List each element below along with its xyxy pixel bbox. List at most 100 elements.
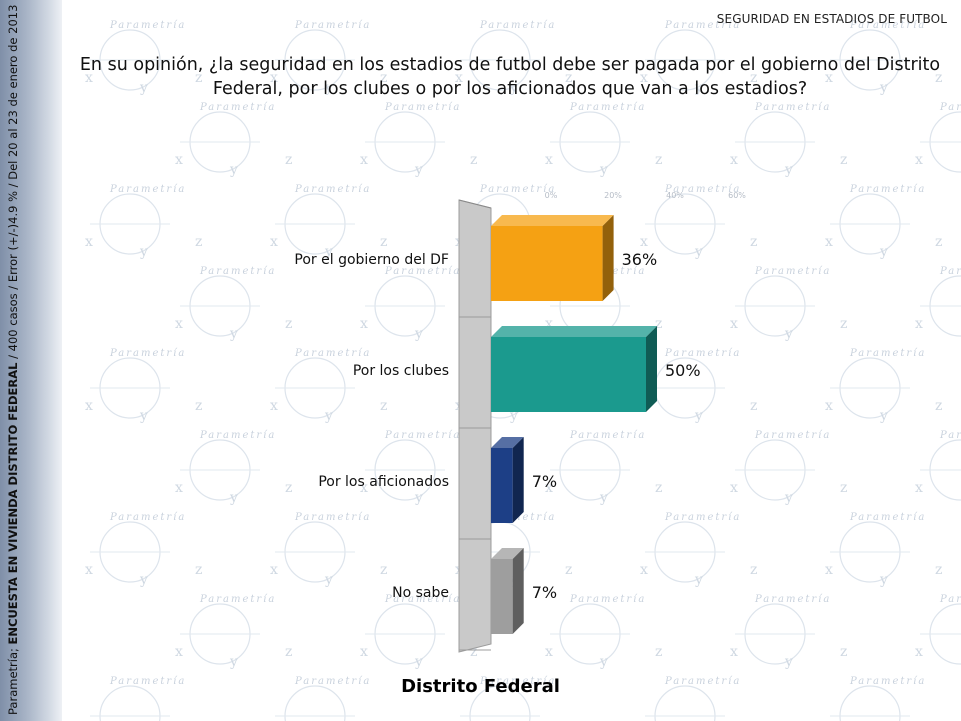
watermark-brand: Parametría (569, 102, 646, 113)
watermark-letter: z (750, 562, 757, 578)
watermark-letter: y (414, 654, 423, 670)
watermark-letter: x (730, 152, 738, 168)
watermark-letter: z (380, 398, 387, 414)
watermark-letter: y (599, 490, 608, 506)
watermark-letter: y (139, 80, 148, 96)
watermark-letter: z (565, 562, 572, 578)
watermark-letter: x (175, 152, 183, 168)
watermark-brand: Parametría (109, 348, 186, 359)
watermark-letter: y (229, 326, 238, 342)
watermark-letter: x (270, 562, 278, 578)
watermark-letter: z (470, 152, 477, 168)
watermark-letter: y (879, 572, 888, 588)
watermark-brand: Parametría (939, 594, 961, 605)
watermark-letter: x (360, 152, 368, 168)
watermark-letter: y (139, 572, 148, 588)
watermark-brand: Parametría (664, 348, 741, 359)
chart-wall-edge (458, 199, 492, 209)
watermark-letter: z (750, 398, 757, 414)
watermark-letter: z (840, 480, 847, 496)
watermark-letter: x (360, 480, 368, 496)
watermark-letter: x (85, 398, 93, 414)
watermark-brand: Parametría (294, 184, 371, 195)
watermark-letter: y (509, 408, 518, 424)
bar-top (491, 548, 524, 559)
watermark-letter: x (270, 398, 278, 414)
axis-tick-label: 40% (666, 191, 684, 200)
watermark-letter: y (694, 244, 703, 260)
watermark-letter: y (229, 490, 238, 506)
watermark-brand: Parametría (754, 594, 831, 605)
watermark-letter: z (750, 70, 757, 86)
watermark-letter: z (935, 70, 942, 86)
watermark-brand: Parametría (199, 594, 276, 605)
watermark-brand: Parametría (754, 430, 831, 441)
watermark-letter: z (840, 644, 847, 660)
watermark-brand: Parametría (849, 676, 926, 687)
axis-tick-label: 20% (604, 191, 622, 200)
watermark-letter: x (915, 316, 923, 332)
watermark-letter: y (694, 572, 703, 588)
watermark-letter: x (360, 644, 368, 660)
watermark-letter: z (935, 398, 942, 414)
category-label: No sabe (392, 585, 449, 601)
watermark-brand: Parametría (479, 20, 556, 31)
watermark-letter: z (195, 234, 202, 250)
watermark-letter: x (175, 480, 183, 496)
watermark-letter: x (85, 234, 93, 250)
watermark-letter: x (825, 398, 833, 414)
watermark-letter: y (784, 162, 793, 178)
watermark-letter: y (784, 490, 793, 506)
category-label: Por el gobierno del DF (294, 252, 449, 268)
watermark-letter: z (285, 152, 292, 168)
watermark-letter: z (285, 316, 292, 332)
watermark-letter: y (414, 162, 423, 178)
watermark-brand: Parametría (664, 20, 741, 31)
watermark-letter: z (285, 480, 292, 496)
watermark-letter: z (195, 398, 202, 414)
watermark-letter: y (229, 162, 238, 178)
watermark-brand: Parametría (294, 348, 371, 359)
bar-side (602, 215, 614, 301)
watermark-brand: Parametría (109, 676, 186, 687)
watermark-letter: x (915, 480, 923, 496)
watermark-letter: z (655, 644, 662, 660)
question-title: En su opinión, ¿la seguridad en los esta… (79, 55, 941, 99)
axis-tick-label: 60% (728, 191, 746, 200)
bar-front (491, 559, 513, 634)
watermark-letter: y (324, 572, 333, 588)
watermark-brand: Parametría (479, 676, 556, 687)
watermark-letter: x (545, 644, 553, 660)
watermark-brand: Parametría (294, 512, 371, 523)
watermark-letter: z (380, 234, 387, 250)
watermark-brand: Parametría (754, 102, 831, 113)
watermark-letter: y (139, 408, 148, 424)
watermark-brand: Parametría (754, 266, 831, 277)
bar-top (491, 326, 657, 337)
watermark-brand: Parametría (569, 594, 646, 605)
bar-front (491, 226, 603, 301)
bar-top (491, 437, 524, 448)
watermark-brand: Parametría (939, 266, 961, 277)
watermark-letter: y (694, 408, 703, 424)
watermark-letter: x (825, 562, 833, 578)
watermark-letter: x (545, 480, 553, 496)
watermark-letter: z (935, 234, 942, 250)
data-label: 7% (532, 472, 557, 491)
watermark-brand: Parametría (939, 430, 961, 441)
watermark-letter: z (840, 316, 847, 332)
watermark-letter: x (85, 562, 93, 578)
watermark-brand: Parametría (109, 20, 186, 31)
watermark-letter: y (879, 244, 888, 260)
section-title: SEGURIDAD EN ESTADIOS DE FUTBOL (716, 12, 947, 26)
data-label: 50% (665, 361, 701, 380)
watermark-letter: y (599, 162, 608, 178)
watermark-brand: Parametría (294, 20, 371, 31)
bar-top (491, 215, 614, 226)
watermark-letter: x (915, 644, 923, 660)
category-label: Por los aficionados (318, 474, 449, 490)
axis-tick-label: 0% (545, 191, 558, 200)
watermark-letter: z (470, 644, 477, 660)
watermark-letter: x (730, 316, 738, 332)
